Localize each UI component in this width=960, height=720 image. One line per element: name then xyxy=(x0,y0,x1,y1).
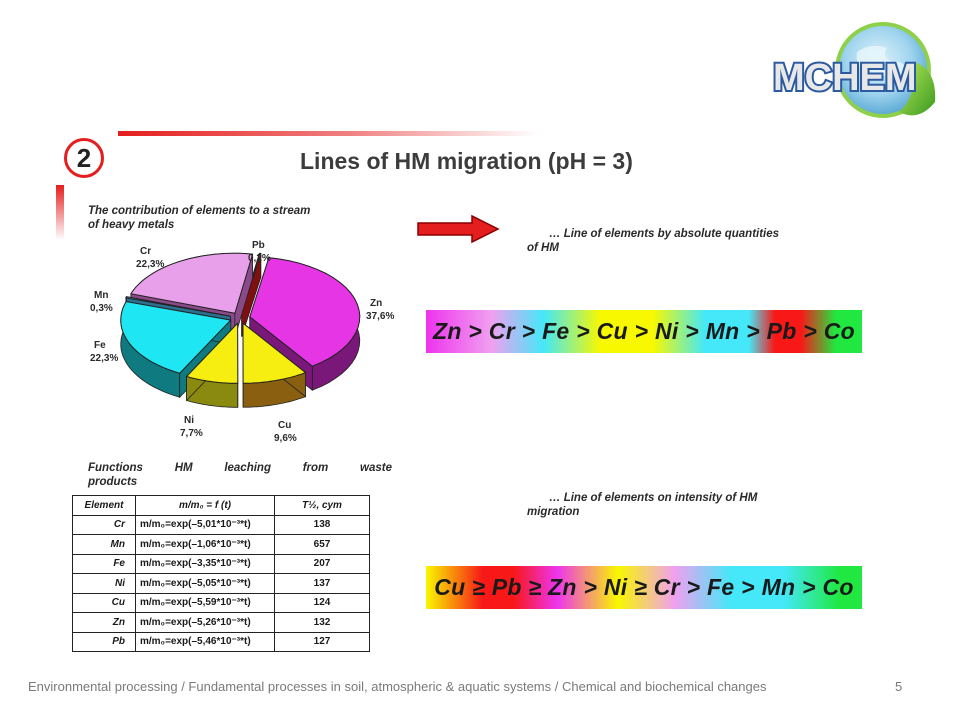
table-row: Cr m/m₀=exp(–5,01*10⁻³*t) 138 xyxy=(72,514,370,535)
pie-value-mn: 0,3% xyxy=(90,303,113,314)
table-cell: Cr xyxy=(72,514,136,535)
table-header: Element xyxy=(72,495,136,516)
table-cell: 138 xyxy=(274,514,370,535)
table-row: Ni m/m₀=exp(–5,05*10⁻³*t) 137 xyxy=(72,573,370,594)
page-number: 5 xyxy=(895,679,903,694)
table-cell: 124 xyxy=(274,592,370,613)
pie-value-pb: 0,2% xyxy=(248,253,271,264)
title-underline xyxy=(118,131,538,136)
line2-caption: … Line of elements on intensity of HM mig… xyxy=(527,492,758,518)
pie-label-zn: Zn xyxy=(370,298,382,309)
table-cell: 657 xyxy=(274,534,370,555)
pie-label-cr: Cr xyxy=(140,246,151,257)
table-cell: m/m₀=exp(–5,26*10⁻³*t) xyxy=(135,612,275,633)
pie-slice-cu xyxy=(242,322,307,384)
table-cell: 207 xyxy=(274,553,370,574)
table-cell: m/m₀=exp(–1,06*10⁻³*t) xyxy=(135,534,275,555)
table-row: Cu m/m₀=exp(–5,59*10⁻³*t) 124 xyxy=(72,592,370,613)
table-header: T½, сут xyxy=(274,495,370,516)
pie-slice-zn xyxy=(249,257,361,367)
table-cell: Cu xyxy=(72,592,136,613)
pie-slice-cr xyxy=(130,252,254,314)
table-cell: m/m₀=exp(–5,59*10⁻³*t) xyxy=(135,592,275,613)
pie-slice-mn xyxy=(125,296,231,317)
table-row: Mn m/m₀=exp(–1,06*10⁻³*t) 657 xyxy=(72,534,370,555)
table-cell: Ni xyxy=(72,573,136,594)
pie-label-pb: Pb xyxy=(252,240,265,251)
pie-label-mn: Mn xyxy=(94,290,108,301)
table-title: Functions HM leaching from waste products xyxy=(88,462,392,488)
pie-slice-ni xyxy=(185,322,239,384)
table-row: Pb m/m₀=exp(–5,46*10⁻³*t) 127 xyxy=(72,631,370,652)
pie-value-cr: 22,3% xyxy=(136,259,164,270)
table-cell: Mn xyxy=(72,534,136,555)
side-accent xyxy=(56,185,64,240)
table-cell: m/m₀=exp(–3,35*10⁻³*t) xyxy=(135,553,275,574)
slide-title: Lines of HM migration (pH = 3) xyxy=(300,148,633,174)
table-header-row: Element m/m₀ = f (t) T½, сут xyxy=(72,495,370,516)
logo-text: MCHEM xyxy=(773,57,917,99)
table-cell: 127 xyxy=(274,631,370,652)
pie-chart-title: The contribution of elements to a stream… xyxy=(88,205,311,231)
slide-number-badge: 2 xyxy=(64,138,104,178)
table-row: Fe m/m₀=exp(–3,35*10⁻³*t) 207 xyxy=(72,553,370,574)
element-series-intensity: Cu ≥ Pb ≥ Zn > Ni ≥ Cr > Fe > Mn > Co xyxy=(426,566,862,609)
table-cell: m/m₀=exp(–5,05*10⁻³*t) xyxy=(135,573,275,594)
pie-slice-fe xyxy=(120,301,232,374)
pie-value-fe: 22,3% xyxy=(90,353,118,364)
mchem-logo: MCHEM xyxy=(771,22,936,118)
pie-value-ni: 7,7% xyxy=(180,428,203,439)
footer-breadcrumb: Environmental processing / Fundamental p… xyxy=(28,679,767,694)
pie-label-fe: Fe xyxy=(94,340,106,351)
element-series-quantity: Zn > Cr > Fe > Cu > Ni > Mn > Pb > Co xyxy=(426,310,862,353)
line1-caption: … Line of elements by absolute quantitie… xyxy=(527,228,780,254)
table-cell: Fe xyxy=(72,553,136,574)
red-arrow-icon xyxy=(417,214,500,244)
table-cell: Pb xyxy=(72,631,136,652)
table-row: Zn m/m₀=exp(–5,26*10⁻³*t) 132 xyxy=(72,612,370,633)
table-cell: 132 xyxy=(274,612,370,633)
pie-chart: Zn 37,6% Cu 9,6% Ni 7,7% Fe 22,3% Mn 0,3% Cr 22,3% P… xyxy=(90,240,394,444)
table-cell: m/m₀=exp(–5,01*10⁻³*t) xyxy=(135,514,275,535)
table-cell: m/m₀=exp(–5,46*10⁻³*t) xyxy=(135,631,275,652)
table-cell: 137 xyxy=(274,573,370,594)
pie-label-ni: Ni xyxy=(184,415,194,426)
table-header: m/m₀ = f (t) xyxy=(135,495,275,516)
table-cell: Zn xyxy=(72,612,136,633)
pie-value-cu: 9,6% xyxy=(274,433,297,444)
leaching-table: Element m/m₀ = f (t) T½, сут Cr m/m₀=exp(… xyxy=(72,495,370,652)
pie-label-cu: Cu xyxy=(278,420,291,431)
pie-value-zn: 37,6% xyxy=(366,311,394,322)
